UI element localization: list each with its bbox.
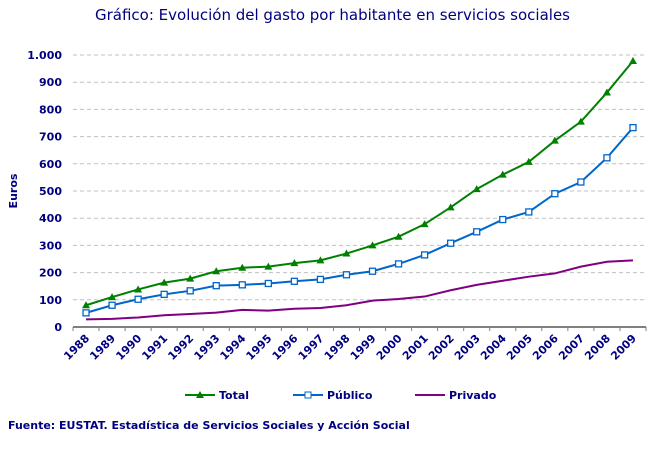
x-tick-label: 2002 [426, 332, 457, 363]
series-line-público [85, 126, 634, 314]
x-tick-label: 2006 [530, 332, 561, 363]
data-point-total [290, 259, 299, 267]
legend-label: Total [219, 389, 249, 402]
data-point-total [472, 185, 481, 193]
y-tick-label: 100 [39, 294, 62, 307]
data-point-público [108, 301, 116, 309]
y-tick-label: 400 [39, 212, 62, 225]
chart-title: Gráfico: Evolución del gasto por habitan… [94, 6, 570, 24]
data-point-público [525, 208, 533, 216]
legend-label: Público [327, 389, 373, 402]
data-point-total [264, 262, 273, 270]
x-tick-label: 1995 [244, 332, 275, 363]
series-line-privado [86, 259, 634, 321]
data-point-público [577, 178, 585, 186]
x-tick-label: 1996 [270, 332, 301, 363]
data-point-total [602, 88, 611, 96]
x-tick-label: 1991 [139, 332, 170, 363]
y-tick-label: 900 [39, 76, 62, 89]
y-tick-label: 300 [39, 239, 62, 252]
data-point-total [108, 293, 117, 301]
data-point-público [551, 190, 559, 198]
y-tick-label: 800 [39, 103, 62, 116]
data-point-público [238, 281, 246, 289]
data-point-público [473, 228, 481, 236]
x-tick-label: 1997 [296, 332, 327, 363]
data-point-público [212, 282, 220, 290]
data-point-total [628, 56, 637, 64]
y-axis-label: Euros [7, 173, 20, 208]
data-point-público [186, 287, 194, 295]
x-tick-label: 2003 [452, 332, 483, 363]
x-tick-label: 1994 [218, 332, 249, 363]
data-point-público [316, 275, 325, 284]
y-tick-label: 200 [39, 267, 62, 280]
series-line-total [85, 60, 634, 307]
x-tick-label: 2004 [478, 332, 509, 363]
data-point-público [394, 260, 403, 268]
data-point-público [264, 279, 272, 288]
data-point-público [629, 123, 637, 132]
x-tick-label: 1992 [165, 332, 196, 363]
data-point-total [420, 220, 429, 228]
data-point-público [420, 251, 429, 259]
y-tick-label: 700 [39, 131, 62, 144]
x-tick-label: 2001 [400, 332, 431, 363]
source-note: Fuente: EUSTAT. Estadística de Servicios… [8, 419, 410, 432]
data-point-público [82, 309, 90, 317]
data-point-público [368, 267, 377, 275]
data-point-total [186, 274, 195, 282]
data-point-total [342, 249, 351, 257]
data-point-público [134, 295, 142, 303]
x-tick-label: 1993 [192, 332, 223, 363]
x-tick-label: 2008 [582, 332, 613, 363]
data-point-total [524, 157, 533, 165]
data-point-total [576, 117, 585, 125]
data-point-total [394, 232, 403, 240]
data-point-total [498, 170, 507, 178]
legend-label: Privado [449, 389, 497, 402]
x-tick-label: 2009 [608, 332, 639, 363]
data-point-público [342, 271, 351, 279]
y-tick-label: 500 [39, 185, 62, 198]
data-point-total [446, 203, 455, 211]
data-point-público [499, 215, 507, 224]
legend-marker [304, 391, 312, 399]
data-point-total [82, 301, 91, 309]
data-point-total [160, 278, 169, 286]
x-tick-label: 2007 [556, 332, 587, 363]
x-tick-label: 1998 [322, 332, 353, 363]
data-point-total [550, 136, 559, 144]
x-tick-label: 1990 [113, 332, 144, 363]
data-point-total [212, 267, 221, 275]
data-point-público [290, 277, 299, 285]
data-point-público [160, 290, 168, 299]
data-point-total [134, 285, 143, 293]
data-point-total [316, 256, 325, 264]
y-tick-label: 600 [39, 158, 62, 171]
x-tick-label: 1989 [87, 332, 118, 363]
data-point-público [447, 239, 455, 247]
x-tick-label: 1988 [61, 332, 92, 363]
y-tick-label: 1.000 [27, 49, 62, 62]
data-point-total [238, 263, 247, 271]
x-tick-label: 2005 [504, 332, 535, 363]
legend-marker [196, 391, 204, 398]
data-point-público [603, 154, 611, 162]
y-tick-label: 0 [54, 321, 62, 334]
x-tick-label: 2000 [374, 332, 405, 363]
data-point-total [368, 241, 377, 249]
x-tick-label: 1999 [348, 332, 379, 363]
